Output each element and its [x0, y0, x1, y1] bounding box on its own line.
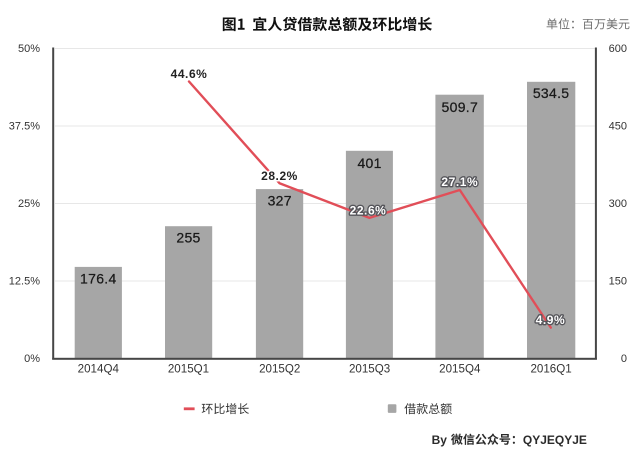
- svg-text:4.9%: 4.9%: [536, 313, 566, 327]
- svg-text:534.5: 534.5: [533, 85, 570, 101]
- svg-text:50%: 50%: [18, 43, 40, 55]
- svg-text:12.5%: 12.5%: [9, 275, 40, 287]
- svg-text:2015Q4: 2015Q4: [439, 362, 481, 375]
- svg-text:2015Q1: 2015Q1: [168, 362, 209, 375]
- svg-text:176.4: 176.4: [80, 270, 117, 286]
- svg-text:By: By: [432, 433, 448, 447]
- svg-text:27.1%: 27.1%: [441, 175, 478, 189]
- svg-text:327: 327: [268, 193, 292, 209]
- svg-text:2016Q1: 2016Q1: [530, 362, 571, 375]
- svg-text:509.7: 509.7: [442, 99, 479, 115]
- svg-text:44.6%: 44.6%: [171, 67, 208, 81]
- svg-text:2015Q2: 2015Q2: [259, 362, 300, 375]
- svg-text:0%: 0%: [24, 353, 40, 365]
- svg-text:600: 600: [609, 43, 627, 55]
- svg-text:22.6%: 22.6%: [350, 203, 387, 217]
- svg-text:255: 255: [176, 229, 200, 245]
- svg-text:37.5%: 37.5%: [9, 120, 40, 132]
- svg-text:0: 0: [621, 353, 627, 365]
- svg-text:450: 450: [609, 120, 627, 132]
- svg-text:300: 300: [609, 198, 627, 210]
- svg-text:2015Q3: 2015Q3: [349, 362, 390, 375]
- svg-text:150: 150: [609, 275, 627, 287]
- svg-text:28.2%: 28.2%: [261, 169, 298, 183]
- svg-text:25%: 25%: [18, 198, 40, 210]
- svg-text:401: 401: [357, 155, 381, 171]
- svg-text:QYJEQYJE: QYJEQYJE: [523, 433, 587, 447]
- svg-text:2014Q4: 2014Q4: [78, 362, 120, 375]
